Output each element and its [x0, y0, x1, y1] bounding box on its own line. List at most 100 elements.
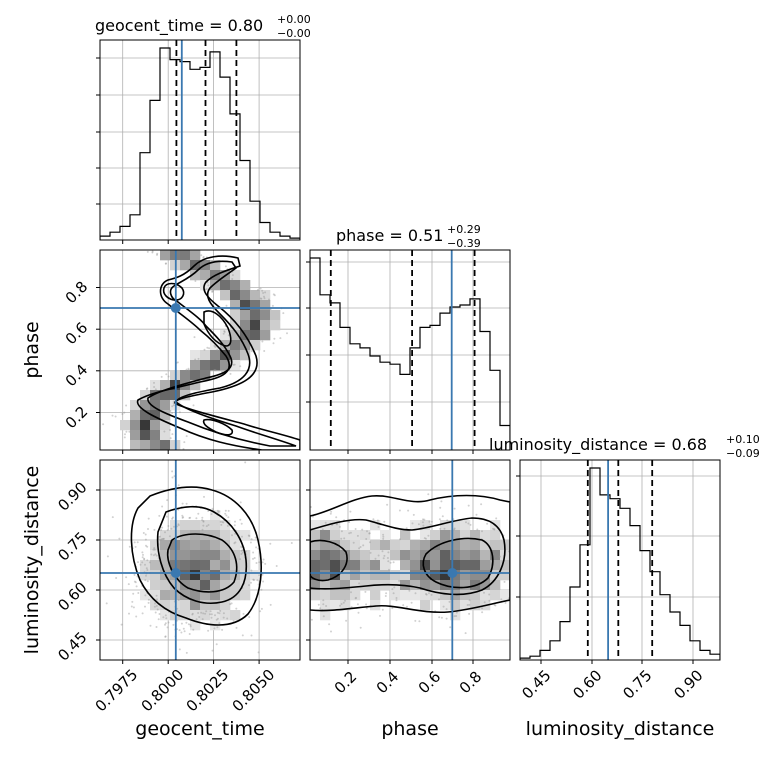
scatter-point — [248, 584, 250, 587]
scatter-point — [425, 537, 427, 540]
scatter-point — [216, 349, 219, 351]
density-cell — [200, 610, 211, 621]
density-cell — [430, 550, 441, 561]
density-cell — [440, 530, 451, 541]
scatter-point — [233, 524, 236, 527]
density-cell — [460, 540, 471, 551]
scatter-point — [349, 531, 352, 534]
panel-phase-vs-geocent-time: 0.8 0.6 0.4 0.2 phase — [21, 249, 301, 454]
density-cell — [330, 550, 341, 561]
density-cell — [210, 550, 221, 561]
density-cell — [480, 530, 491, 541]
scatter-point — [154, 611, 157, 614]
scatter-point — [130, 605, 133, 608]
scatter-point — [221, 628, 224, 631]
scatter-point — [428, 592, 430, 595]
scatter-point — [205, 288, 208, 291]
density-cell — [160, 420, 171, 431]
scatter-point — [418, 620, 421, 623]
scatter-point — [439, 527, 442, 530]
density-cell — [350, 550, 361, 561]
scatter-point — [357, 611, 360, 614]
scatter-point — [145, 567, 148, 570]
scatter-point — [213, 369, 216, 372]
density-cell — [220, 540, 231, 551]
scatter-point — [233, 363, 236, 366]
scatter-point — [259, 610, 262, 613]
scatter-point — [187, 369, 190, 371]
density-cell — [160, 600, 171, 611]
density-cell — [400, 590, 411, 601]
scatter-point — [425, 593, 427, 595]
density-cell — [140, 390, 151, 401]
density-cell — [220, 580, 231, 591]
scatter-point — [261, 289, 264, 292]
scatter-point — [328, 623, 331, 626]
scatter-point — [163, 537, 165, 540]
scatter-point — [153, 605, 156, 608]
density-cell — [180, 520, 191, 531]
scatter-point — [165, 617, 168, 620]
density-cell — [270, 320, 281, 331]
density-cell — [350, 560, 361, 571]
density-cell — [320, 590, 331, 601]
density-cell — [180, 250, 191, 261]
scatter-point — [152, 554, 155, 557]
scatter-point — [171, 470, 174, 473]
density-cell — [130, 420, 141, 431]
xtick-labels-luminosity-distance: 0.45 0.60 0.75 0.90 — [518, 666, 706, 702]
scatter-point — [268, 298, 270, 301]
scatter-point — [147, 517, 150, 520]
density-cell — [380, 530, 391, 541]
xtick-label-distance-0.90: 0.90 — [670, 666, 706, 702]
scatter-point — [504, 601, 507, 604]
density-cell — [240, 560, 251, 571]
scatter-point — [425, 593, 428, 596]
scatter-point — [178, 648, 181, 651]
density-cell — [400, 570, 411, 581]
scatter-point — [250, 569, 253, 572]
title-phase-lower: −0.39 — [447, 237, 481, 250]
ytick-label-distance-0.60: 0.60 — [54, 578, 90, 614]
histogram-luminosity-distance — [520, 467, 720, 660]
scatter-point — [262, 292, 265, 294]
scatter-point — [160, 538, 163, 541]
scatter-point — [142, 553, 144, 556]
scatter-point — [407, 509, 410, 512]
density-cell — [160, 440, 171, 450]
xticks-geocent-time — [122, 660, 260, 664]
density-cell — [190, 380, 201, 391]
scatter-point — [422, 524, 425, 527]
scatter-point — [467, 504, 470, 507]
scatter-point — [165, 373, 168, 376]
scatter-point — [105, 602, 108, 605]
scatter-point — [181, 514, 184, 517]
scatter-point — [161, 538, 164, 541]
density-cell — [230, 280, 241, 291]
scatter-point — [204, 612, 207, 615]
scatter-point — [147, 598, 150, 601]
ylabel-luminosity-distance: luminosity_distance — [21, 466, 43, 655]
density-cell — [210, 570, 221, 581]
scatter-point — [259, 297, 262, 300]
scatter-point — [139, 563, 142, 566]
scatter-point — [453, 527, 456, 530]
density-cell — [160, 250, 171, 261]
density-cell — [140, 420, 151, 431]
scatter-point — [330, 510, 333, 513]
density-cell — [260, 300, 271, 311]
density-cell — [210, 530, 221, 541]
xlabel-phase: phase — [381, 718, 438, 740]
scatter-point — [149, 624, 152, 627]
scatter-point — [350, 591, 352, 594]
scatter-point — [209, 613, 211, 616]
scatter-point — [445, 617, 448, 620]
scatter-point — [317, 603, 320, 606]
scatter-point — [414, 619, 417, 622]
density-cell — [340, 530, 351, 541]
density-cell — [260, 290, 271, 301]
density-cell — [200, 520, 211, 531]
scatter-point — [123, 436, 126, 439]
density-cell — [140, 400, 151, 411]
scatter-point — [264, 562, 267, 565]
